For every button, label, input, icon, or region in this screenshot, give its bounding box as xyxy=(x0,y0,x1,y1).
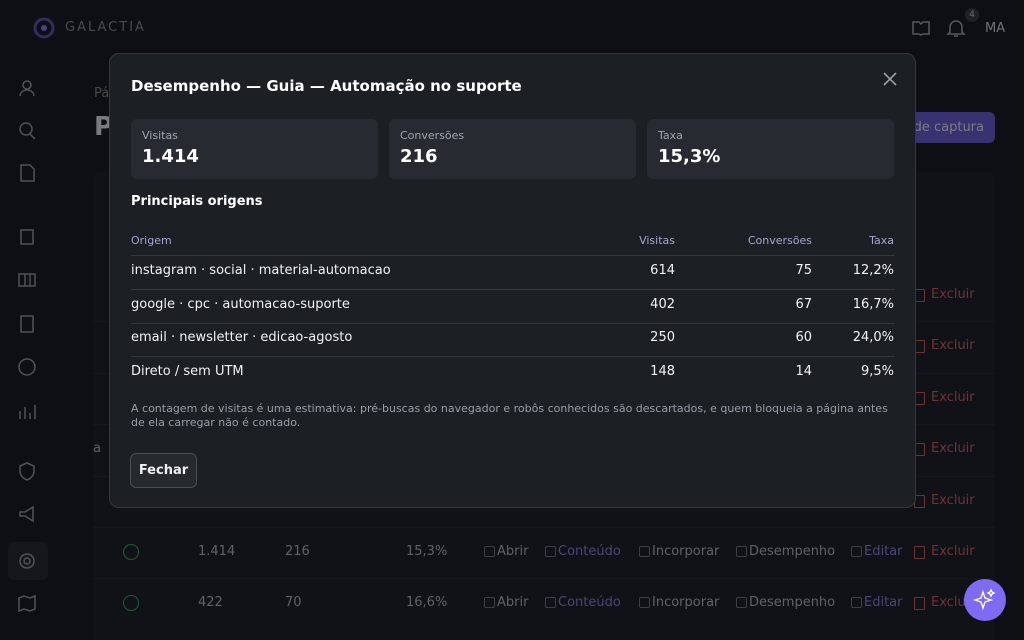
cell-number: 614 xyxy=(650,263,675,278)
close-button[interactable]: Fechar xyxy=(130,453,197,488)
assistant-fab[interactable] xyxy=(964,579,1006,621)
cell-number: 402 xyxy=(650,296,675,312)
section-title: Principais origens xyxy=(131,194,263,209)
stat-label: Taxa xyxy=(658,129,683,142)
close-icon[interactable] xyxy=(883,72,897,86)
cell-origin: email · newsletter · edicao-agosto xyxy=(131,330,353,345)
performance-modal: Desempenho — Guia — Automação no suporte… xyxy=(109,53,916,508)
column-header: Visitas xyxy=(639,234,675,247)
stat-value: 15,3% xyxy=(658,146,721,167)
header-divider xyxy=(131,255,895,256)
cell-number: 67 xyxy=(795,296,812,312)
cell-number: 60 xyxy=(795,330,812,345)
column-header: Conversões xyxy=(747,234,812,247)
cell-origin: google · cpc · automacao-suporte xyxy=(131,296,350,312)
row-divider xyxy=(131,289,895,290)
stat-card: Visitas 1.414 xyxy=(131,119,378,179)
column-header: Taxa xyxy=(869,234,894,247)
cell-number: 148 xyxy=(650,363,675,379)
stat-card: Taxa 15,3% xyxy=(647,119,894,179)
row-divider xyxy=(131,322,895,324)
stat-card: Conversões 216 xyxy=(389,119,636,179)
cell-origin: instagram · social · material-automacao xyxy=(131,263,391,278)
cell-number: 75 xyxy=(795,263,812,278)
stat-value: 216 xyxy=(400,146,438,167)
cell-number: 9,5% xyxy=(860,363,894,379)
sparkle-icon xyxy=(972,588,996,611)
modal-title: Desempenho — Guia — Automação no suporte xyxy=(131,77,522,95)
cell-number: 12,2% xyxy=(852,263,894,278)
cell-number: 250 xyxy=(650,330,675,345)
row-divider xyxy=(131,356,895,357)
stat-label: Visitas xyxy=(142,129,178,142)
cell-origin: Direto / sem UTM xyxy=(131,363,244,379)
stat-label: Conversões xyxy=(400,129,465,142)
column-header: Origem xyxy=(131,234,172,247)
cell-number: 16,7% xyxy=(852,296,894,312)
note: A contagem de visitas é uma estimativa: … xyxy=(131,402,888,429)
cell-number: 24,0% xyxy=(852,330,894,345)
stat-value: 1.414 xyxy=(142,146,199,167)
cell-number: 14 xyxy=(795,363,812,379)
